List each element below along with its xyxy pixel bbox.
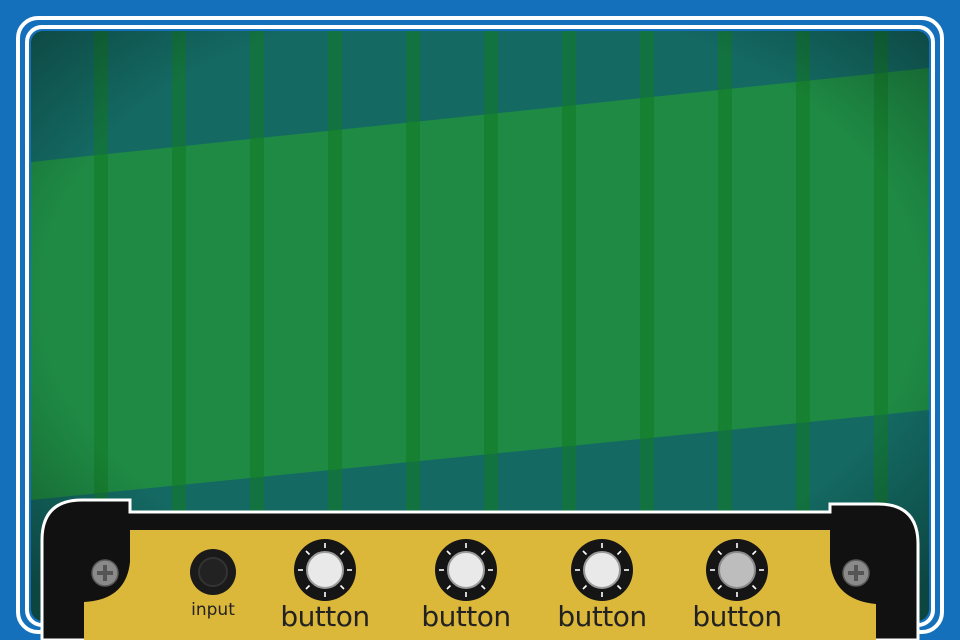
input-label: input — [191, 600, 235, 620]
knob-icon-4 — [706, 539, 768, 601]
screw-icon-right — [842, 559, 870, 587]
knob-2[interactable] — [435, 539, 497, 601]
knob-4-label: button — [692, 600, 782, 633]
screw-icon-left — [91, 559, 119, 587]
knob-3[interactable] — [571, 539, 633, 601]
input-jack[interactable] — [189, 548, 237, 596]
knob-2-label: button — [421, 600, 511, 633]
knob-icon-3 — [571, 539, 633, 601]
knob-1-label: button — [280, 600, 370, 633]
knob-1[interactable] — [294, 539, 356, 601]
input-jack-icon — [190, 549, 236, 595]
knob-icon-1 — [294, 539, 356, 601]
knob-icon-2 — [435, 539, 497, 601]
knob-4[interactable] — [706, 539, 768, 601]
knob-3-label: button — [557, 600, 647, 633]
